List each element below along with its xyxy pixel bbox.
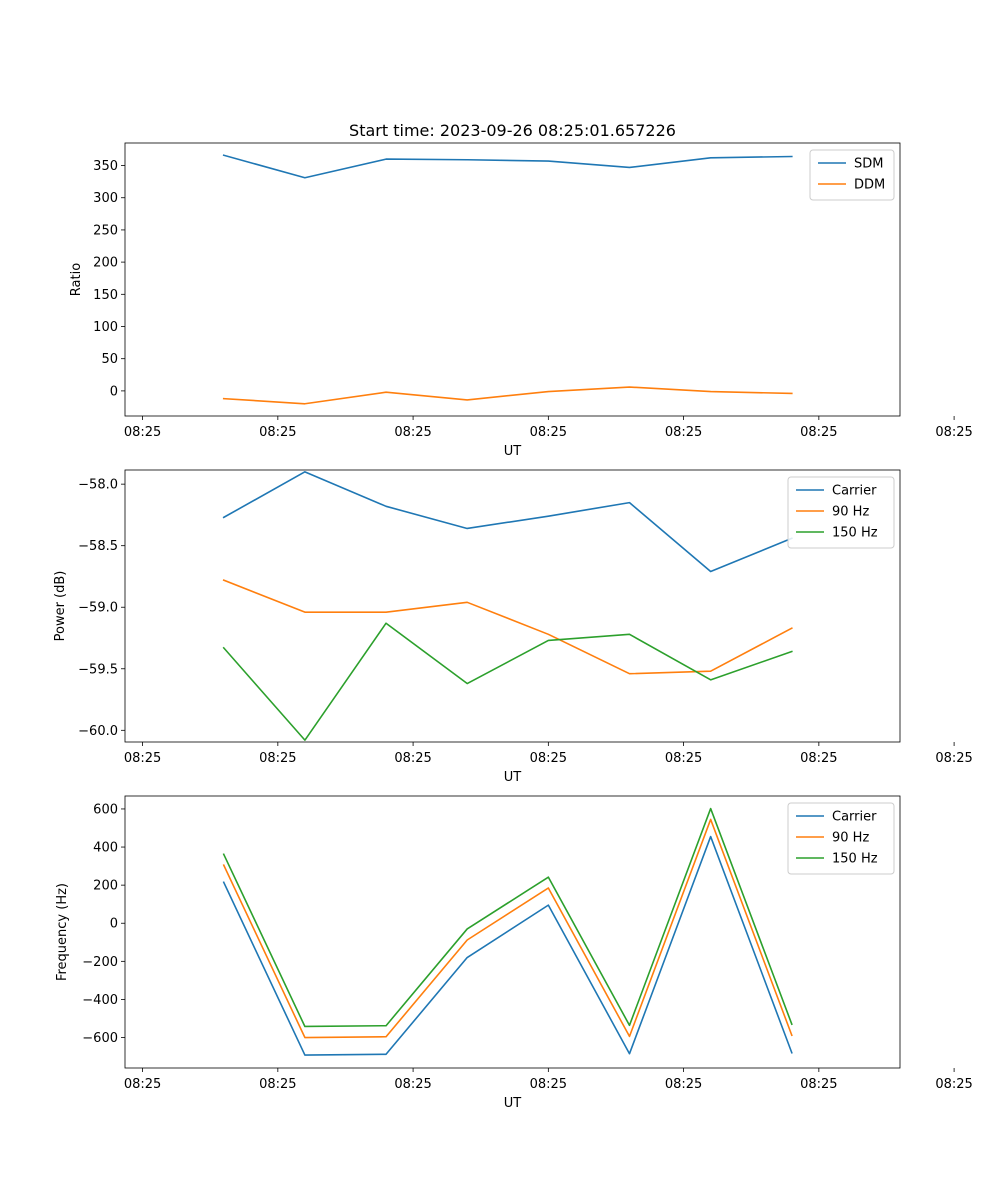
frequency-y-tick-label: 200 [93,879,118,894]
frequency-panel: 08:2508:2508:2508:2508:2508:2508:2508:26… [55,795,973,1111]
power-x-axis-label: UT [504,770,522,785]
frequency-series-90-hz-line [222,818,793,1039]
frequency-x-tick-label: 08:25 [124,1077,161,1092]
power-y-tick-label: −60.0 [78,724,118,739]
power-x-tick-label: 08:25 [800,751,837,766]
ratio-x-tick-label: 08:25 [800,425,837,440]
frequency-x-tick-label: 08:25 [935,1077,972,1092]
ratio-axes-frame [124,142,901,417]
frequency-legend-label-90-hz: 90 Hz [832,831,869,846]
power-legend-box [787,476,895,549]
ratio-y-tick-label: 150 [93,288,118,303]
frequency-x-tick-label: 08:25 [394,1077,431,1092]
ratio-x-axis-label: UT [504,444,522,459]
frequency-x-tick-label: 08:25 [530,1077,567,1092]
ratio-y-tick-label: 100 [93,320,118,335]
power-y-tick-label: −58.5 [78,539,118,554]
power-x-tick-label: 08:25 [935,751,972,766]
power-x-tick-label: 08:25 [259,751,296,766]
frequency-y-tick-label: −200 [82,955,118,970]
ratio-y-tick-label: 50 [101,352,118,367]
frequency-x-tick-label: 08:25 [259,1077,296,1092]
chart-title: Start time: 2023-09-26 08:25:01.657226 [349,121,676,140]
frequency-series-carrier-line [222,835,793,1056]
ratio-y-axis-label: Ratio [69,263,84,296]
ratio-x-tick-label: 08:25 [259,425,296,440]
ratio-x-tick-label: 08:25 [665,425,702,440]
power-y-tick-label: −59.5 [78,662,118,677]
frequency-axes-frame [124,795,901,1069]
power-y-axis-label: Power (dB) [53,571,68,642]
frequency-y-tick-label: 400 [93,841,118,856]
power-x-tick-label: 08:25 [530,751,567,766]
ratio-x-tick-label: 08:25 [394,425,431,440]
power-y-tick-label: −58.0 [78,478,118,493]
power-series-150-hz-line [222,622,793,741]
frequency-y-axis-label: Frequency (Hz) [55,883,70,981]
ratio-y-tick-label: 0 [110,384,118,399]
ratio-x-tick-label: 08:25 [935,425,972,440]
frequency-x-tick-label: 08:25 [800,1077,837,1092]
ratio-series-sdm-line [222,154,793,179]
frequency-legend-box [787,802,895,875]
frequency-x-tick-label: 08:25 [665,1077,702,1092]
power-x-tick-label: 08:25 [124,751,161,766]
frequency-y-tick-label: −400 [82,993,118,1008]
ratio-y-tick-label: 350 [93,159,118,174]
power-legend-label-carrier: Carrier [832,484,877,499]
frequency-legend-label-150-hz: 150 Hz [832,852,878,867]
ratio-x-tick-label: 08:25 [124,425,161,440]
power-legend-label-150-hz: 150 Hz [832,526,878,541]
power-legend-label-90-hz: 90 Hz [832,505,869,520]
frequency-series-150-hz-line [222,807,793,1028]
frequency-y-tick-label: −600 [82,1031,118,1046]
ratio-legend-label-ddm: DDM [854,178,885,193]
power-x-tick-label: 08:25 [394,751,431,766]
power-axes-frame [124,469,901,743]
ratio-y-tick-label: 200 [93,256,118,271]
ratio-y-tick-label: 300 [93,191,118,206]
ratio-panel: 08:2508:2508:2508:2508:2508:2508:2508:26… [69,142,973,459]
ratio-x-tick-label: 08:25 [530,425,567,440]
ratio-legend-label-sdm: SDM [854,157,883,172]
power-x-tick-label: 08:25 [665,751,702,766]
frequency-y-tick-label: 0 [110,917,118,932]
power-panel: 08:2508:2508:2508:2508:2508:2508:2508:26… [53,469,973,785]
ratio-series-ddm-line [222,386,793,405]
power-y-tick-label: −59.0 [78,601,118,616]
frequency-x-axis-label: UT [504,1096,522,1111]
frequency-y-tick-label: 600 [93,802,118,817]
ratio-y-tick-label: 250 [93,223,118,238]
power-series-carrier-line [222,471,793,573]
frequency-legend-label-carrier: Carrier [832,810,877,825]
